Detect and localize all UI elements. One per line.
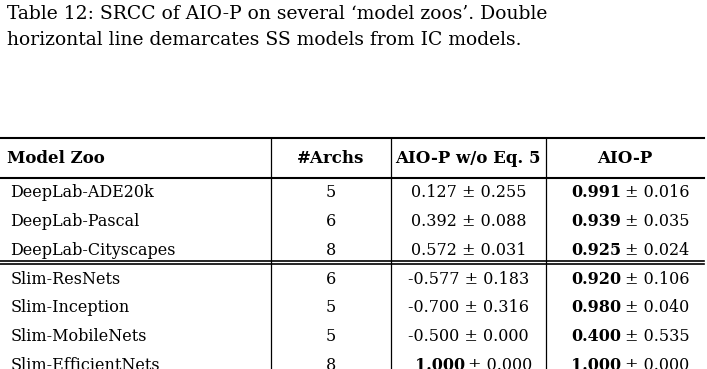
Text: 5: 5 (326, 300, 336, 317)
Text: 0.400: 0.400 (571, 328, 621, 345)
Text: #Archs: #Archs (298, 150, 365, 167)
Text: Slim-EfficientNets: Slim-EfficientNets (11, 357, 160, 369)
Text: ± 0.040: ± 0.040 (625, 300, 689, 317)
Text: ± 0.024: ± 0.024 (625, 242, 689, 259)
Text: 6: 6 (326, 270, 336, 288)
Text: AIO-P w/o Eq. 5: AIO-P w/o Eq. 5 (396, 150, 541, 167)
Text: 1.000: 1.000 (415, 357, 464, 369)
Text: 0.572 ± 0.031: 0.572 ± 0.031 (411, 242, 526, 259)
Text: ± 0.000: ± 0.000 (625, 357, 689, 369)
Text: 0.392 ± 0.088: 0.392 ± 0.088 (411, 213, 526, 230)
Text: 0.920: 0.920 (571, 270, 621, 288)
Text: 8: 8 (326, 357, 336, 369)
Text: ± 0.535: ± 0.535 (625, 328, 689, 345)
Text: 1.000: 1.000 (571, 357, 621, 369)
Text: AIO-P: AIO-P (597, 150, 653, 167)
Text: 0.939: 0.939 (571, 213, 621, 230)
Text: ± 0.106: ± 0.106 (625, 270, 689, 288)
Text: 8: 8 (326, 242, 336, 259)
Text: 0.980: 0.980 (571, 300, 621, 317)
Text: Model Zoo: Model Zoo (7, 150, 105, 167)
Text: -0.577 ± 0.183: -0.577 ± 0.183 (408, 270, 529, 288)
Text: -0.500 ± 0.000: -0.500 ± 0.000 (408, 328, 529, 345)
Text: horizontal line demarcates SS models from IC models.: horizontal line demarcates SS models fro… (7, 31, 522, 49)
Text: ± 0.035: ± 0.035 (625, 213, 689, 230)
Text: 0.925: 0.925 (571, 242, 621, 259)
Text: Table 12: SRCC of AIO-P on several ‘model zoos’. Double: Table 12: SRCC of AIO-P on several ‘mode… (7, 5, 547, 23)
Text: Slim-Inception: Slim-Inception (11, 300, 130, 317)
Text: ± 0.000: ± 0.000 (468, 357, 532, 369)
Text: 6: 6 (326, 213, 336, 230)
Text: Slim-ResNets: Slim-ResNets (11, 270, 121, 288)
Text: ± 0.016: ± 0.016 (625, 184, 689, 201)
Text: DeepLab-Pascal: DeepLab-Pascal (11, 213, 140, 230)
Text: 5: 5 (326, 328, 336, 345)
Text: Slim-MobileNets: Slim-MobileNets (11, 328, 147, 345)
Text: DeepLab-Cityscapes: DeepLab-Cityscapes (11, 242, 176, 259)
Text: DeepLab-ADE20k: DeepLab-ADE20k (11, 184, 154, 201)
Text: 0.991: 0.991 (571, 184, 621, 201)
Text: 5: 5 (326, 184, 336, 201)
Text: -0.700 ± 0.316: -0.700 ± 0.316 (408, 300, 529, 317)
Text: 0.127 ± 0.255: 0.127 ± 0.255 (411, 184, 526, 201)
